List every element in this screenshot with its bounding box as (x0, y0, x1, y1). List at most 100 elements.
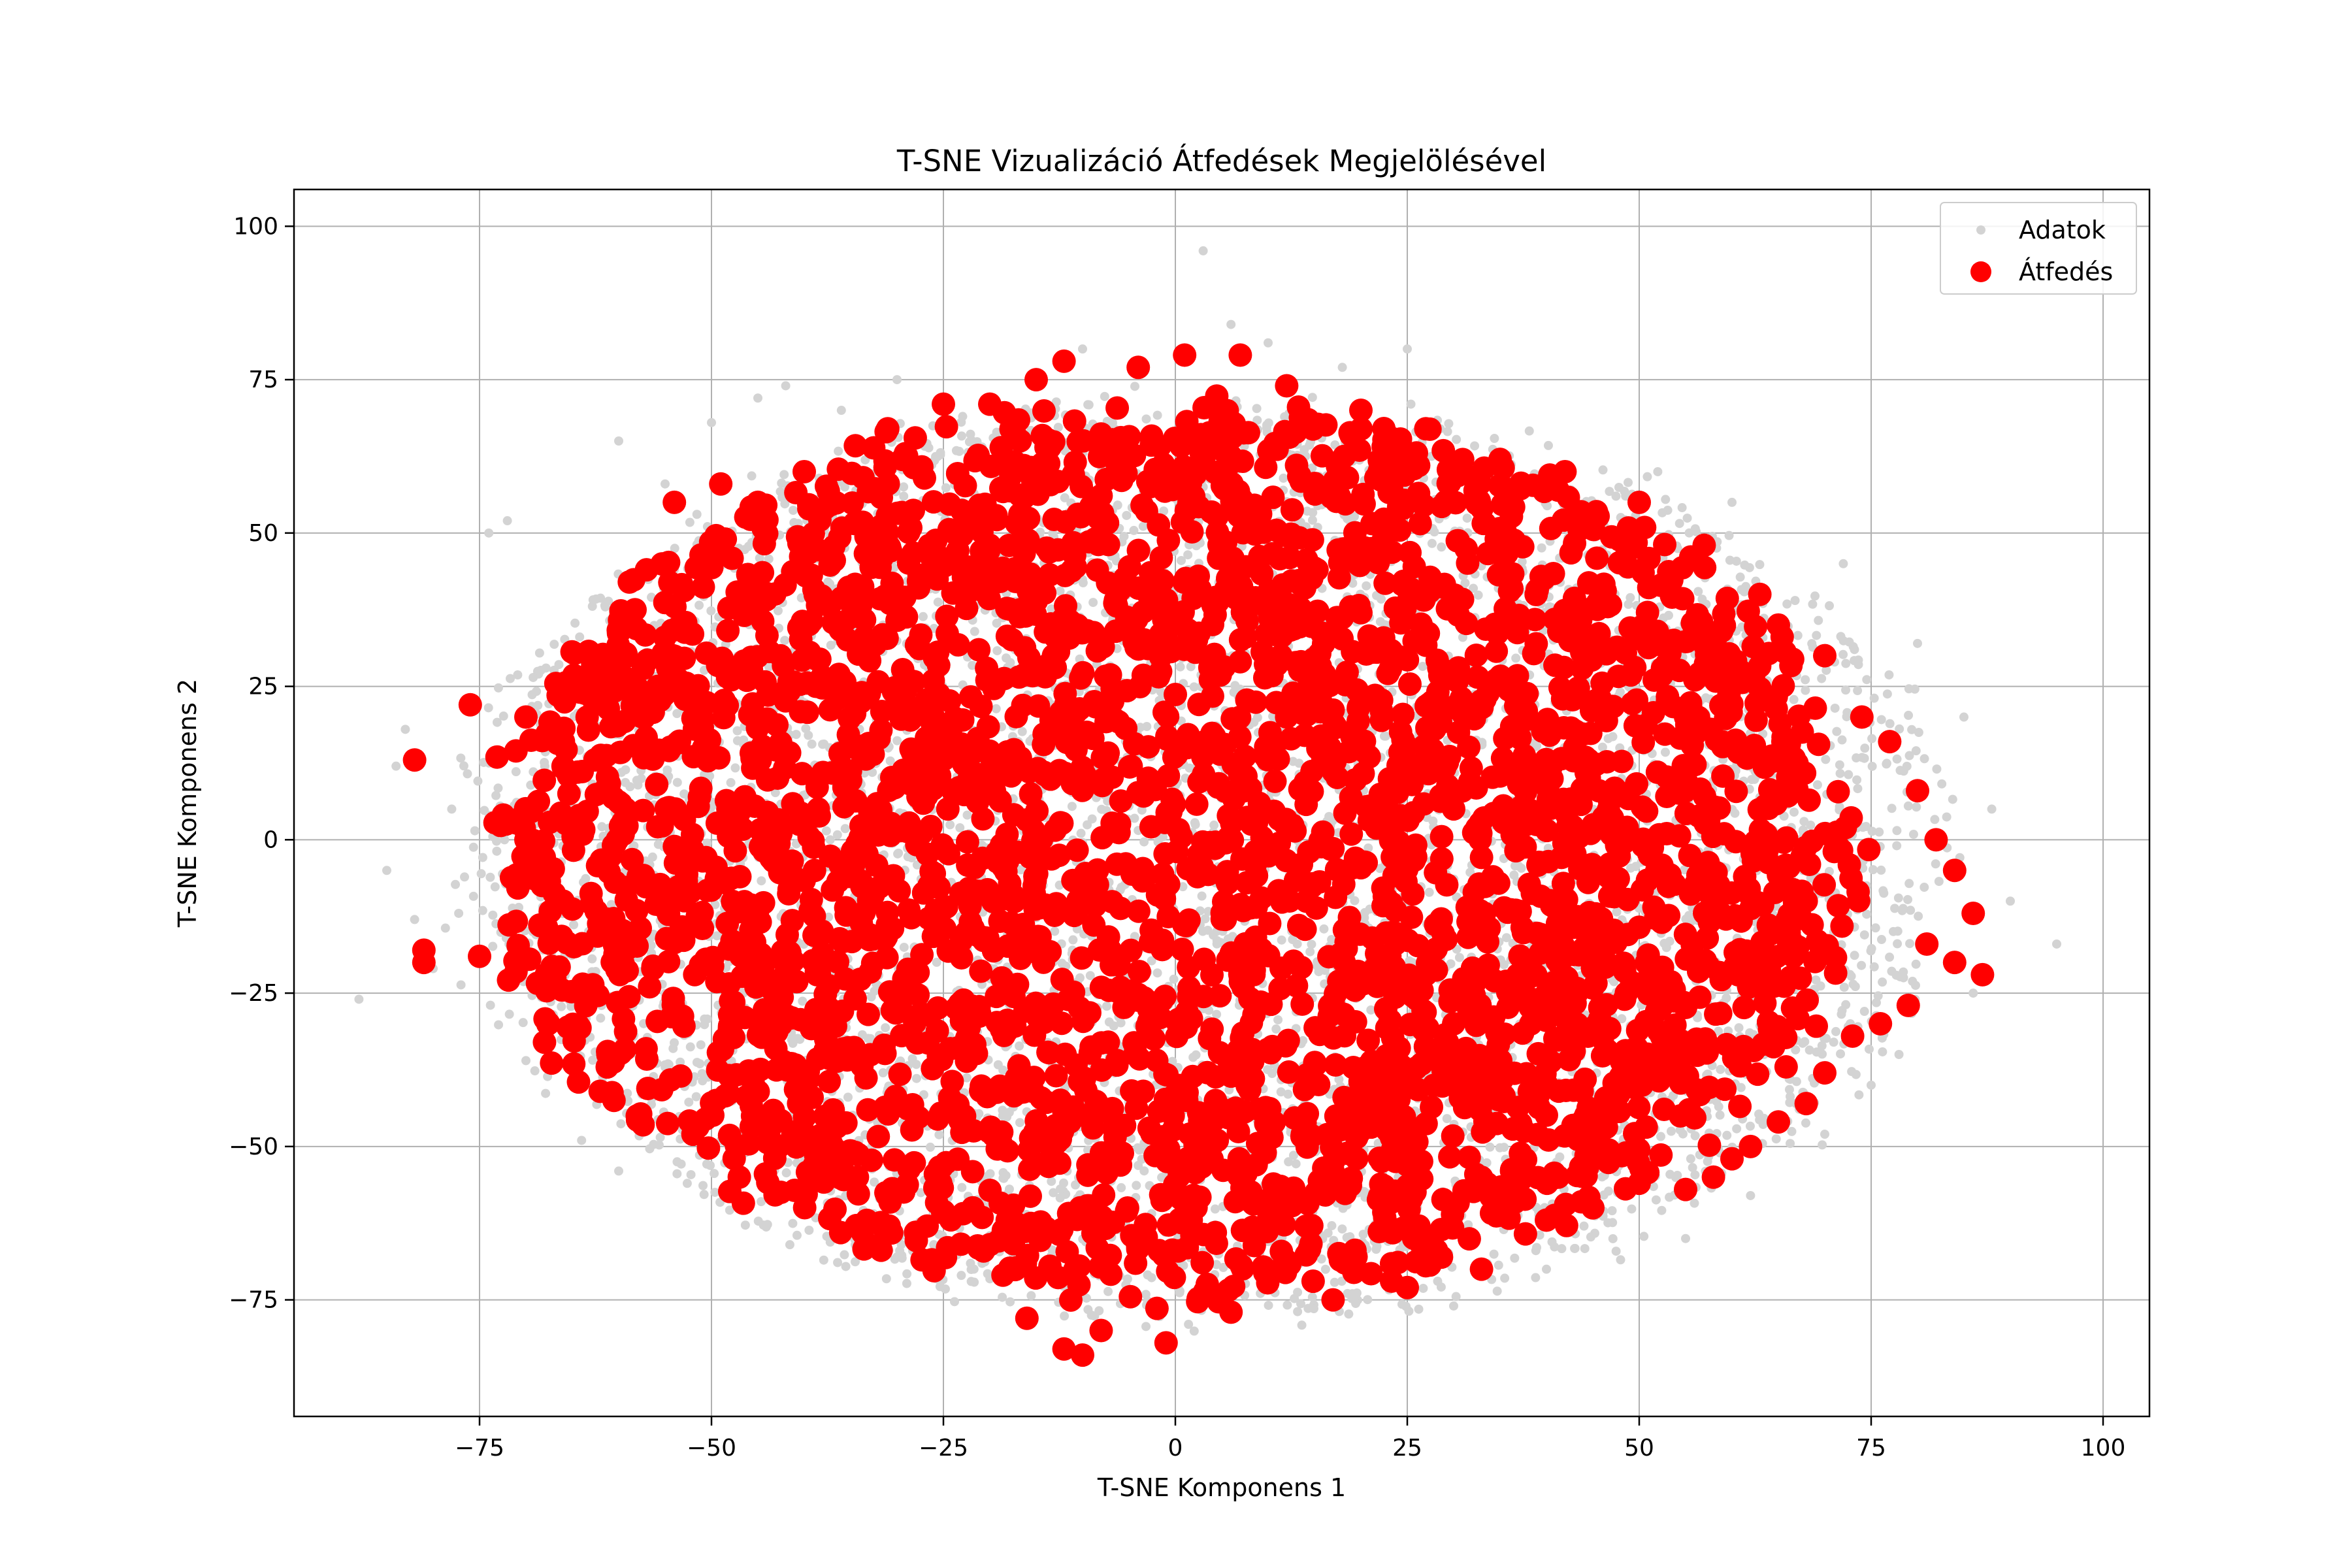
point-adatok (1297, 1320, 1307, 1330)
point-adatok (1611, 491, 1621, 501)
point-adatok (478, 906, 487, 915)
point-adatok (1867, 734, 1877, 743)
point-adatok (698, 1076, 708, 1086)
point-adatok (1442, 1114, 1452, 1124)
point-adatok (1375, 864, 1385, 874)
point-adatok (1116, 1018, 1126, 1028)
point-adatok (1305, 440, 1315, 450)
point-adatok (1344, 1309, 1354, 1319)
point-adatok (440, 923, 450, 933)
point-adatok (1816, 981, 1825, 991)
point-adatok (1292, 939, 1302, 949)
point-adatok (621, 777, 630, 787)
point-adatok (819, 1255, 828, 1265)
point-adatok (672, 1169, 682, 1179)
point-adatok (682, 1179, 692, 1188)
point-adatok (1931, 859, 1940, 869)
point-adatok (1230, 681, 1240, 691)
point-adatok (1535, 1230, 1544, 1240)
point-adatok (1152, 968, 1162, 978)
point-adatok (1184, 1320, 1194, 1330)
point-adatok (1830, 703, 1840, 713)
point-adatok (647, 852, 657, 862)
point-adatok (907, 1054, 917, 1064)
point-adatok (1001, 1171, 1011, 1181)
point-adatok (764, 662, 774, 672)
point-adatok (1914, 728, 1923, 738)
point-adatok (1876, 935, 1886, 945)
point-adatok (668, 1043, 678, 1053)
point-adatok (1608, 1218, 1618, 1228)
point-adatok (1904, 710, 1914, 720)
point-adatok (1848, 979, 1858, 989)
point-adatok (1805, 1045, 1814, 1055)
point-adatok (1327, 1221, 1337, 1231)
point-adatok (1904, 879, 1914, 889)
point-adatok (759, 1220, 768, 1230)
point-adatok (1076, 828, 1086, 838)
point-adatok (807, 739, 817, 749)
point-adatok (1885, 719, 1895, 728)
point-adatok (1102, 1002, 1111, 1011)
point-adatok (1660, 747, 1670, 757)
point-adatok (1818, 1140, 1827, 1150)
point-adatok (1906, 906, 1916, 915)
point-adatok (597, 822, 607, 832)
point-adatok (1790, 596, 1800, 606)
point-adatok (998, 1292, 1007, 1302)
point-adatok (1948, 794, 1957, 804)
point-adatok (911, 1073, 921, 1083)
point-adatok (1930, 815, 1940, 825)
point-adatok (684, 1097, 694, 1107)
point-adatok (1190, 820, 1200, 830)
point-adatok (1911, 746, 1921, 756)
point-adatok (1500, 1273, 1510, 1283)
point-adatok (1853, 784, 1863, 794)
point-adatok (1867, 943, 1876, 953)
point-adatok (488, 910, 498, 920)
point-adatok (451, 879, 461, 889)
point-adatok (1914, 911, 1923, 921)
point-adatok (970, 627, 979, 636)
point-adatok (1495, 1143, 1505, 1152)
point-adatok (993, 1060, 1003, 1070)
point-adatok (1878, 886, 1888, 896)
point-adatok (932, 957, 941, 967)
point-adatok (1624, 600, 1633, 610)
point-adatok (1424, 887, 1434, 897)
point-adatok (945, 820, 955, 830)
point-adatok (1787, 1126, 1797, 1136)
point-adatok (1784, 1085, 1794, 1094)
plot-area (354, 246, 2061, 1367)
point-adatok (710, 900, 720, 909)
point-adatok (1874, 827, 1884, 837)
point-adatok (1113, 500, 1122, 510)
point-adatok (1350, 896, 1360, 906)
point-adatok (899, 942, 909, 952)
point-adatok (1418, 662, 1428, 672)
point-adatok (1139, 837, 1149, 847)
point-adatok (1097, 804, 1107, 814)
point-adatok (1570, 1243, 1580, 1253)
point-adatok (1051, 397, 1061, 407)
point-adatok (1060, 493, 1070, 502)
point-adatok (1490, 434, 1499, 444)
point-adatok (1677, 503, 1687, 513)
point-adatok (1405, 956, 1414, 966)
point-adatok (1129, 525, 1139, 535)
point-adatok (1100, 391, 1109, 401)
point-adatok (710, 1169, 719, 1179)
point-adatok (540, 757, 549, 767)
point-adatok (1890, 904, 1900, 913)
point-adatok (1789, 808, 1799, 817)
point-adatok (1137, 805, 1147, 815)
point-adatok (1919, 883, 1929, 892)
point-adatok (672, 777, 682, 787)
point-adatok (1305, 947, 1315, 956)
point-adatok (557, 1002, 566, 1011)
point-adatok (1531, 1246, 1541, 1256)
point-adatok (851, 1257, 860, 1267)
point-adatok (1597, 1172, 1607, 1182)
point-adatok (801, 724, 811, 734)
point-adatok (941, 483, 951, 493)
